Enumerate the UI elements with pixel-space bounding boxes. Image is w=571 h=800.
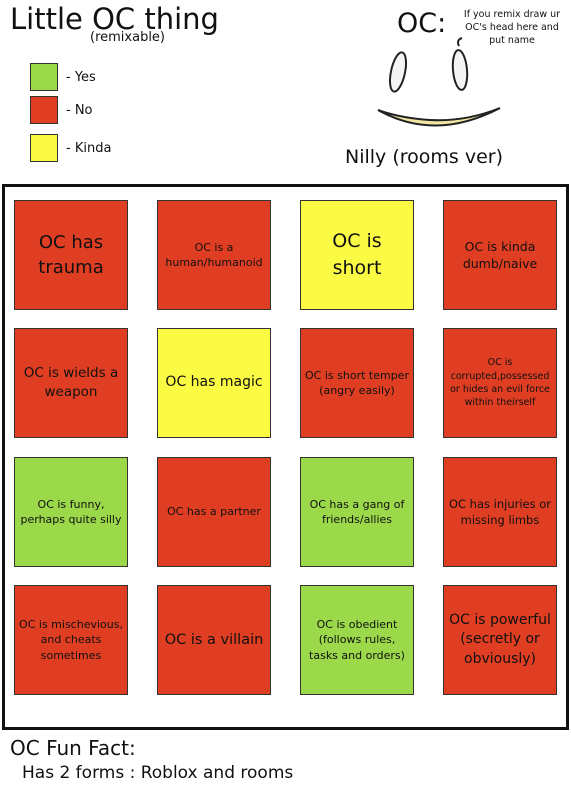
oc-label: OC: [397, 8, 447, 39]
legend-label: - Kinda [66, 140, 112, 156]
grid-cell: OC is a human/humanoid [157, 200, 271, 310]
grid-cell: OC is funny, perhaps quite silly [14, 457, 128, 567]
grid-cell: OC has a partner [157, 457, 271, 567]
fun-fact-text: Has 2 forms : Roblox and rooms [22, 763, 294, 783]
legend-label: - Yes [66, 69, 96, 85]
legend-label: - No [66, 102, 93, 118]
grid-cell: OC is kinda dumb/naive [443, 200, 557, 310]
grid-cell: OC is mischevious, and cheats sometimes [14, 585, 128, 695]
legend-item: - Yes [30, 63, 96, 91]
legend-item: - No [30, 96, 93, 124]
grid-cell: OC is short temper (angry easily) [300, 328, 414, 438]
grid-cell: OC has a gang of friends/allies [300, 457, 414, 567]
oc-face [377, 37, 501, 127]
note: If you remix draw ur OC's head here and … [463, 9, 561, 46]
grid-cell: OC has trauma [14, 200, 128, 310]
grid-cell: OC has magic [157, 328, 271, 438]
grid-cell: OC is wields a weapon [14, 328, 128, 438]
oc-name: Nilly (rooms ver) [345, 146, 503, 168]
grid-cell: OC is obedient (follows rules, tasks and… [300, 585, 414, 695]
grid-cell: OC is short [300, 200, 414, 310]
legend-item: - Kinda [30, 134, 111, 162]
board: OC has trauma OC is a human/humanoid OC is… [2, 184, 569, 730]
legend-swatch [30, 134, 58, 162]
grid-cell: OC is a villain [157, 585, 271, 695]
fun-fact-title: OC Fun Fact: [10, 736, 136, 760]
title: Little OC thing [10, 2, 219, 36]
legend-swatch [30, 96, 58, 124]
subtitle: (remixable) [90, 30, 165, 45]
grid-cell: OC is corrupted,possessed or hides an ev… [443, 328, 557, 438]
grid-cell: OC has injuries or missing limbs [443, 457, 557, 567]
grid-cell: OC is powerful (secretly or obviously) [443, 585, 557, 695]
legend-swatch [30, 63, 58, 91]
